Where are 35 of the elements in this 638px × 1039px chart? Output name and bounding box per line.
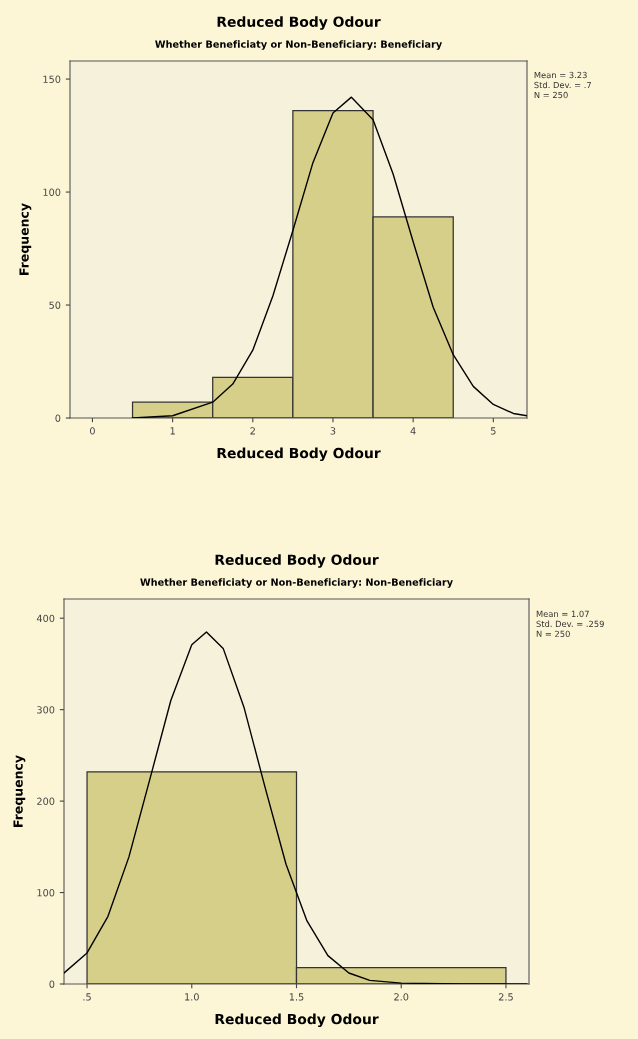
y-tick-label: 50 [49, 301, 61, 309]
y-tick-label: 100 [43, 188, 61, 196]
chart-subtitle: Whether Beneficiaty or Non-Beneficiary: Beneficiary [155, 40, 442, 50]
y-tick-label: 400 [36, 614, 55, 623]
line-series [131, 96, 527, 418]
text: N = 250 [536, 630, 570, 637]
x-tick-label: 5 [490, 427, 496, 435]
y-tick-label: 0 [55, 414, 61, 422]
y-axis-title: Frequency [13, 755, 26, 827]
x-tick-label: 3 [330, 427, 336, 435]
x-tick-label: 2 [250, 427, 255, 435]
x-tick-label: 1 [170, 427, 175, 435]
x-tick-label: 1.0 [185, 993, 199, 1001]
text: Std. Dev. = .7 [534, 81, 591, 89]
y-tick-label: 150 [43, 75, 61, 83]
chart-title: Reduced Body Odour [215, 554, 379, 568]
x-tick-label: 4 [410, 427, 416, 435]
x-tick-label: .5 [83, 993, 91, 1001]
y-tick-label: 300 [37, 706, 55, 714]
text: Mean = 3.23 [534, 71, 587, 79]
x-tick-label: 0 [90, 427, 95, 435]
y-tick-label: 200 [37, 797, 55, 805]
chart-title: Reduced Body Odour [217, 16, 381, 30]
x-axis-title: Reduced Body Odour [215, 1013, 379, 1028]
y-tick-label: 100 [37, 889, 55, 897]
x-axis-title: Reduced Body Odour [217, 447, 381, 462]
y-axis-title: Frequency [19, 203, 32, 275]
text: Std. Dev. = .259 [536, 620, 604, 627]
x-tick-label: 2.0 [394, 993, 409, 1001]
text: Mean = 1.07 [536, 610, 589, 617]
y-tick-label: 0 [49, 980, 55, 988]
chart-subtitle: Whether Beneficiaty or Non-Beneficiary: Non-Beneficiary [140, 578, 453, 588]
text: N = 250 [534, 91, 568, 99]
x-tick-label: 2.5 [498, 993, 513, 1001]
x-tick-label: 1.5 [289, 993, 304, 1001]
